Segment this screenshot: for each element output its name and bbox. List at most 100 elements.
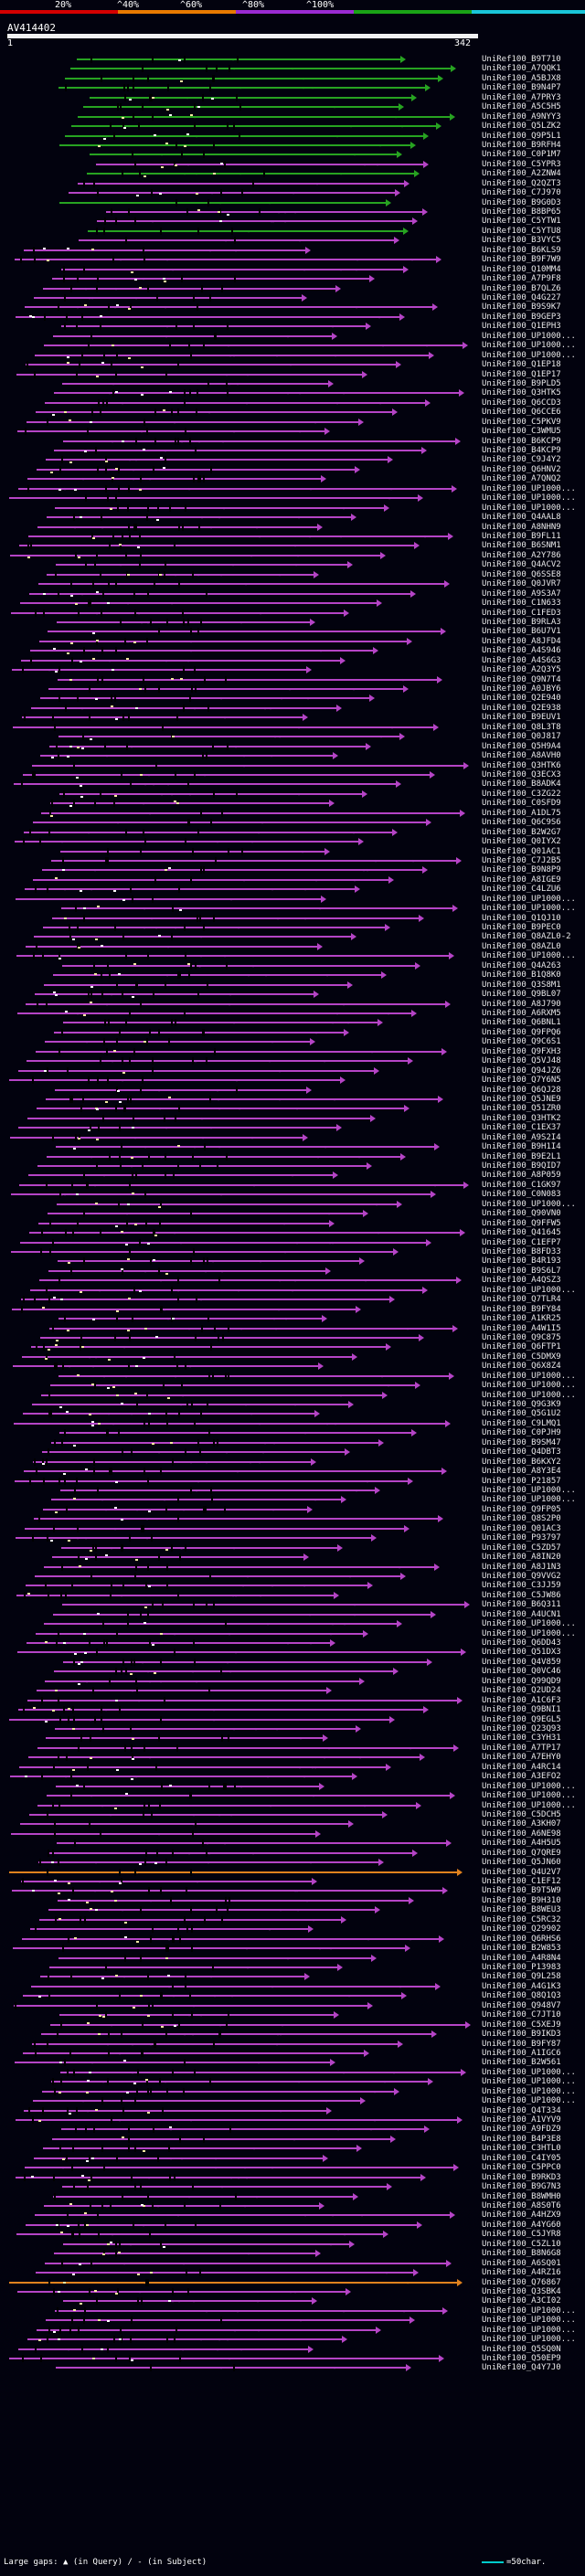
hit-accession-link[interactable]: UniRef100_UP1000... <box>482 1628 576 1638</box>
hit-accession-link[interactable]: UniRef100_Q29902 <box>482 1924 561 1935</box>
hit-row[interactable]: ▸ ▸ UniRef100_A5C5H5 <box>0 102 585 111</box>
hit-row[interactable]: ▸ ▸ UniRef100_B2W561 <box>0 2058 585 2067</box>
hit-row[interactable]: ▸ UniRef100_UP1000... <box>0 895 585 904</box>
hit-accession-link[interactable]: UniRef100_B3VYC5 <box>482 236 561 246</box>
hit-accession-link[interactable]: UniRef100_C5YTU8 <box>482 226 561 236</box>
hit-row[interactable]: ▸ ▸ UniRef100_Q4T334 <box>0 2106 585 2115</box>
hit-accession-link[interactable]: UniRef100_B6KXY2 <box>482 1457 561 1467</box>
hit-accession-link[interactable]: UniRef100_B9G0D3 <box>482 197 561 207</box>
hit-row[interactable]: ▸ ▸ UniRef100_UP1000... <box>0 504 585 513</box>
hit-accession-link[interactable]: UniRef100_A9S3A7 <box>482 588 561 599</box>
hit-row[interactable]: ▸ ▸ ▸ UniRef100_Q5LZK2 <box>0 122 585 131</box>
hit-accession-link[interactable]: UniRef100_B8N6G8 <box>482 2249 561 2259</box>
hit-row[interactable]: ▸ UniRef100_B4P3E8 <box>0 2135 585 2144</box>
hit-accession-link[interactable]: UniRef100_Q23Q93 <box>482 1724 561 1733</box>
hit-accession-link[interactable]: UniRef100_C5PPC0 <box>482 2163 561 2173</box>
hit-accession-link[interactable]: UniRef100_Q9FP05 <box>482 1504 561 1514</box>
hit-accession-link[interactable]: UniRef100_A2ZNW4 <box>482 169 561 179</box>
hit-accession-link[interactable]: UniRef100_C1FED3 <box>482 608 561 618</box>
hit-accession-link[interactable]: UniRef100_B6Q311 <box>482 1600 561 1610</box>
hit-row[interactable]: ▸ ▸ ▸ UniRef100_UP1000... <box>0 2068 585 2077</box>
hit-accession-link[interactable]: UniRef100_C3WMU5 <box>482 427 561 437</box>
hit-accession-link[interactable]: UniRef100_Q10MM4 <box>482 264 561 274</box>
hit-accession-link[interactable]: UniRef100_Q0IYX2 <box>482 837 561 847</box>
hit-row[interactable]: ▸ ▸ ▸ UniRef100_A6RXM5 <box>0 1009 585 1018</box>
hit-accession-link[interactable]: UniRef100_Q1EPH3 <box>482 322 561 332</box>
hit-accession-link[interactable]: UniRef100_Q4Y7J0 <box>482 2363 561 2373</box>
hit-accession-link[interactable]: UniRef100_UP1000... <box>482 493 576 504</box>
hit-accession-link[interactable]: UniRef100_A4W1I5 <box>482 1323 561 1333</box>
hit-row[interactable]: ▸ ▸ UniRef100_B3VYC5 <box>0 236 585 245</box>
hit-accession-link[interactable]: UniRef100_C4IY05 <box>482 2153 561 2163</box>
hit-row[interactable]: ▸ ▸ UniRef100_Q6C9S6 <box>0 818 585 827</box>
hit-accession-link[interactable]: UniRef100_A6NE98 <box>482 1829 561 1839</box>
hit-accession-link[interactable]: UniRef100_C7JT10 <box>482 2010 561 2020</box>
hit-row[interactable]: ▸ ▸ UniRef100_A4H5U5 <box>0 1839 585 1848</box>
hit-row[interactable]: ▸ UniRef100_B9EUV1 <box>0 713 585 722</box>
hit-accession-link[interactable]: UniRef100_B9N4P7 <box>482 83 561 93</box>
hit-accession-link[interactable]: UniRef100_A7PRY3 <box>482 92 561 102</box>
hit-accession-link[interactable]: UniRef100_Q90VN0 <box>482 1209 561 1219</box>
hit-row[interactable]: ▸▸▸▸UniRef100_B9RLA3 <box>0 618 585 627</box>
hit-accession-link[interactable]: UniRef100_B9QID7 <box>482 1161 561 1171</box>
hit-accession-link[interactable]: UniRef100_UP1000... <box>482 1285 576 1295</box>
hit-row[interactable]: ▸ ▸ UniRef100_Q6QJ28 <box>0 1086 585 1095</box>
hit-row[interactable]: ▸ UniRef100_A8IN20 <box>0 1553 585 1562</box>
hit-accession-link[interactable]: UniRef100_B4P3E8 <box>482 2134 561 2144</box>
hit-row[interactable]: ▸ UniRef100_Q51DX3 <box>0 1648 585 1657</box>
hit-accession-link[interactable]: UniRef100_B9G7N3 <box>482 2182 561 2192</box>
hit-accession-link[interactable]: UniRef100_B6KCP9 <box>482 436 561 446</box>
hit-accession-link[interactable]: UniRef100_A6SQ01 <box>482 2258 561 2268</box>
hit-accession-link[interactable]: UniRef100_Q5VJ48 <box>482 1056 561 1066</box>
hit-row[interactable]: ▸ ▸ UniRef100_UP1000... <box>0 332 585 341</box>
hit-accession-link[interactable]: UniRef100_B9RFH4 <box>482 140 561 150</box>
hit-accession-link[interactable]: UniRef100_Q9C6S1 <box>482 1037 561 1047</box>
hit-row[interactable]: ▸ UniRef100_A8Y3E4 <box>0 1467 585 1476</box>
hit-accession-link[interactable]: UniRef100_Q4V859 <box>482 1657 561 1667</box>
hit-row[interactable]: ▸ ▸ ▸ ▸ UniRef100_B9N4P7 <box>0 83 585 92</box>
hit-accession-link[interactable]: UniRef100_B9IKD3 <box>482 2030 561 2040</box>
hit-row[interactable]: ▸ ▸ UniRef100_Q4V859 <box>0 1658 585 1667</box>
hit-accession-link[interactable]: UniRef100_Q0JVR7 <box>482 579 561 589</box>
hit-row[interactable]: ▸UniRef100_B6U7V1 <box>0 627 585 636</box>
hit-row[interactable]: ▸ ▸ ▸ UniRef100_Q3SBK4 <box>0 2287 585 2296</box>
hit-row[interactable]: ▸ ▸ UniRef100_Q7Y6N5 <box>0 1076 585 1085</box>
hit-row[interactable]: ▸ ▸ ▸ ▸ UniRef100_A3CI02 <box>0 2296 585 2306</box>
hit-row[interactable]: ▸ ▸ ▸ ▸ UniRef100_C4LZU6 <box>0 885 585 894</box>
hit-row[interactable]: ▸ ▸ ▸ UniRef100_Q2E940 <box>0 694 585 703</box>
hit-row[interactable]: ▸ ▸ ▸ UniRef100_B8ADK4 <box>0 779 585 789</box>
hit-accession-link[interactable]: UniRef100_C5JYR8 <box>482 2230 561 2240</box>
hit-accession-link[interactable]: UniRef100_Q3ECX3 <box>482 770 561 779</box>
hit-accession-link[interactable]: UniRef100_Q3HTK2 <box>482 1113 561 1123</box>
hit-row[interactable]: ▸ ▸ ▸ UniRef100_A8S0T6 <box>0 2201 585 2210</box>
hit-row[interactable]: ▸ ▸ UniRef100_Q9VVG2 <box>0 1572 585 1581</box>
hit-row[interactable]: ▸ ▸ ▸ ▸ UniRef100_B9IKD3 <box>0 2030 585 2039</box>
hit-row[interactable]: ▸ UniRef100_A7P9F8 <box>0 274 585 283</box>
hit-accession-link[interactable]: UniRef100_B9RLA3 <box>482 617 561 627</box>
hit-row[interactable]: ▸ ▸ ▸ ▸ UniRef100_A6SQ01 <box>0 2259 585 2268</box>
hit-row[interactable]: ▸ UniRef100_Q3HTK2 <box>0 1114 585 1123</box>
hit-row[interactable]: ▸ ▸ ▸ UniRef100_B8BP65 <box>0 207 585 217</box>
hit-accession-link[interactable]: UniRef100_UP1000... <box>482 1619 576 1629</box>
hit-row[interactable]: ▸ UniRef100_Q2QZT3 <box>0 179 585 188</box>
hit-row[interactable]: ▸ ▸ UniRef100_Q1EP17 <box>0 370 585 379</box>
hit-row[interactable]: ▸ UniRef100_A6NE98 <box>0 1829 585 1839</box>
hit-row[interactable]: ▸▸▸▸UniRef100_B2W853 <box>0 1944 585 1953</box>
hit-row[interactable]: ▸ UniRef100_Q8AZL0-2 <box>0 932 585 941</box>
hit-row[interactable]: ▸ ▸ ▸ UniRef100_C1N633 <box>0 599 585 608</box>
hit-accession-link[interactable]: UniRef100_Q6DD43 <box>482 1638 561 1648</box>
hit-accession-link[interactable]: UniRef100_Q4ACV2 <box>482 560 561 570</box>
hit-accession-link[interactable]: UniRef100_UP1000... <box>482 1791 576 1801</box>
hit-accession-link[interactable]: UniRef100_UP1000... <box>482 2067 576 2077</box>
hit-row[interactable]: ▸ ▸ UniRef100_C9J4Y2 <box>0 455 585 464</box>
hit-row[interactable]: ▸ ▸ ▸ UniRef100_A1VYV9 <box>0 2115 585 2125</box>
hit-accession-link[interactable]: UniRef100_Q9BL07 <box>482 990 561 1000</box>
hit-accession-link[interactable]: UniRef100_Q9BNI1 <box>482 1705 561 1715</box>
hit-accession-link[interactable]: UniRef100_B8WEU3 <box>482 1905 561 1915</box>
hit-row[interactable]: ▸ UniRef100_Q8AZL0 <box>0 942 585 951</box>
hit-accession-link[interactable]: UniRef100_Q4DBT3 <box>482 1447 561 1458</box>
hit-row[interactable]: ▸ ▸ UniRef100_C5PKV9 <box>0 418 585 427</box>
hit-accession-link[interactable]: UniRef100_B9T5W9 <box>482 1886 561 1896</box>
hit-row[interactable]: ▸ ▸ ▸ UniRef100_UP1000... <box>0 1619 585 1628</box>
hit-accession-link[interactable]: UniRef100_A8NHN9 <box>482 522 561 532</box>
